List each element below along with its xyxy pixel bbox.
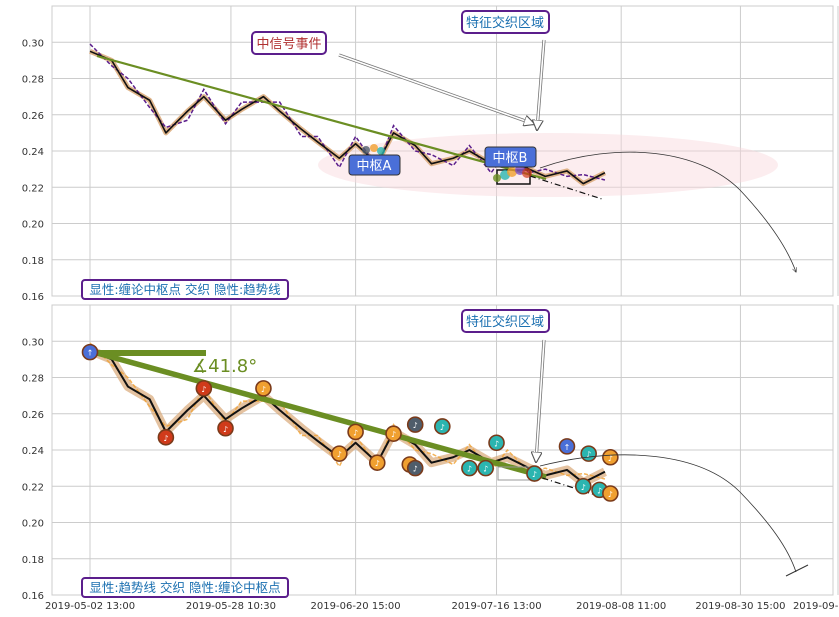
bottom-panel: 0.30 0.28 0.26 0.24 0.22 0.20 0.18 0.16 2019-05… — [22, 304, 839, 612]
bottom-mode-label: 显性:趋势线 交织 隐性:缠论中枢点 — [81, 577, 289, 598]
pivot-marker: ♪ — [574, 477, 592, 495]
pivot-markers: ↑♪♪♪♪♪♪♪♪♪♪♪♪♪♪♪♪↑♪♪♪♪♪ — [81, 343, 619, 502]
trend-line-bottom — [96, 350, 547, 480]
svg-text:♪: ♪ — [494, 439, 499, 448]
svg-text:♪: ♪ — [201, 385, 206, 394]
zigzag-line-bottom — [89, 349, 606, 484]
top-panel: 0.30 0.28 0.26 0.24 0.22 0.20 0.18 0.16 — [22, 5, 839, 303]
angle-label: ∡41.8° — [192, 356, 257, 377]
pivot-marker: ♪ — [488, 434, 505, 452]
pivot-marker: ♪ — [434, 418, 451, 435]
y-tick-label: 0.30 — [22, 38, 44, 49]
feature-zone-label-top: 特征交织区域 — [461, 10, 550, 34]
projection-curve-bottom — [539, 454, 797, 573]
svg-text:♪: ♪ — [483, 465, 488, 474]
signal-event-label: 中信号事件 — [251, 31, 327, 55]
projection-end-cap — [785, 564, 809, 577]
svg-text:♪: ♪ — [467, 465, 472, 474]
svg-text:♪: ♪ — [608, 490, 613, 499]
svg-text:♪: ♪ — [163, 434, 168, 443]
x-tick-label: 2019-05-28 10:30 — [186, 601, 276, 612]
svg-text:中枢A: 中枢A — [357, 159, 392, 174]
top-mode-label: 显性:缠论中枢点 交织 隐性:趋势线 — [81, 279, 289, 300]
pivot-marker: ♪ — [255, 380, 272, 397]
svg-text:♪: ♪ — [375, 459, 380, 468]
pivot-marker: ♪ — [331, 445, 348, 462]
y-tick-label: 0.26 — [22, 111, 44, 122]
svg-text:♪: ♪ — [223, 425, 228, 434]
svg-text:特征交织区域: 特征交织区域 — [466, 314, 544, 330]
x-tick-label: 2019-05-02 13:00 — [45, 601, 135, 612]
x-tick-label: 2019-07-16 13:00 — [451, 601, 541, 612]
x-tick-label: 2019-08-08 11:00 — [576, 601, 666, 612]
y-tick-label: 0.18 — [22, 256, 44, 267]
x-tick-label: 2019-08-30 15:00 — [695, 601, 785, 612]
svg-text:♪: ♪ — [353, 428, 358, 437]
y-tick-label: 0.24 — [22, 147, 44, 158]
y-tick-label: 0.30 — [22, 337, 44, 348]
svg-text:↑: ↑ — [87, 349, 94, 358]
y-tick-label: 0.28 — [22, 75, 44, 86]
pivot-marker: ♪ — [406, 459, 424, 477]
pivot-marker: ♪ — [157, 429, 175, 446]
zone-arrow — [537, 39, 545, 130]
y-tick-label: 0.26 — [22, 410, 44, 421]
svg-text:特征交织区域: 特征交织区域 — [466, 15, 544, 31]
projection-curve — [539, 151, 796, 272]
pivot-marker: ♪ — [461, 459, 478, 477]
pivot-marker: ♪ — [347, 423, 364, 441]
svg-text:中枢B: 中枢B — [493, 151, 528, 166]
y-tick-label: 0.22 — [22, 183, 44, 194]
svg-text:♪: ♪ — [581, 483, 586, 492]
svg-text:中信号事件: 中信号事件 — [256, 37, 321, 52]
svg-text:显性:趋势线 交织 隐性:缠论中枢点: 显性:趋势线 交织 隐性:缠论中枢点 — [89, 580, 280, 595]
pivot-a-cluster — [362, 144, 385, 155]
pivot-marker: ♪ — [526, 465, 543, 482]
signal-arrow — [338, 54, 534, 124]
y-tick-label: 0.16 — [22, 292, 44, 303]
pivot-marker: ↑ — [558, 438, 576, 455]
x-tick-label: 2019-06-20 15:00 — [311, 601, 401, 612]
x-ticks: 2019-05-02 13:00 2019-05-28 10:30 2019-06-… — [45, 601, 839, 612]
svg-text:♪: ♪ — [608, 454, 613, 463]
top-y-ticks: 0.30 0.28 0.26 0.24 0.22 0.20 0.18 0.16 — [22, 38, 44, 303]
y-tick-label: 0.24 — [22, 446, 44, 457]
svg-text:↑: ↑ — [564, 443, 571, 452]
y-tick-label: 0.18 — [22, 555, 44, 566]
y-tick-label: 0.16 — [22, 591, 44, 602]
pivot-marker: ♪ — [477, 459, 494, 477]
svg-text:♪: ♪ — [261, 385, 266, 394]
y-tick-label: 0.20 — [22, 519, 44, 530]
feature-zone-label-bottom: 特征交织区域 — [461, 309, 550, 333]
x-tick-label: 2019-09-17 15:00 — [793, 601, 839, 612]
svg-text:♪: ♪ — [532, 470, 537, 479]
y-tick-label: 0.20 — [22, 220, 44, 231]
svg-text:♪: ♪ — [597, 486, 602, 495]
pivot-marker: ♪ — [580, 445, 597, 462]
pivot-marker: ♪ — [217, 419, 234, 437]
y-tick-label: 0.22 — [22, 482, 44, 493]
y-tick-label: 0.28 — [22, 374, 44, 385]
pivot-marker: ♪ — [602, 448, 619, 466]
svg-text:♪: ♪ — [413, 421, 418, 430]
svg-text:♪: ♪ — [413, 465, 418, 474]
svg-text:♪: ♪ — [586, 450, 591, 459]
svg-text:♪: ♪ — [440, 423, 445, 432]
svg-text:♪: ♪ — [337, 450, 342, 459]
pivot-b-label: 中枢B — [484, 146, 537, 168]
svg-text:♪: ♪ — [391, 430, 396, 439]
bottom-y-ticks: 0.30 0.28 0.26 0.24 0.22 0.20 0.18 0.16 — [22, 337, 44, 602]
pivot-marker: ↑ — [81, 343, 99, 361]
pivot-marker: ♪ — [368, 454, 386, 471]
trend-line — [96, 54, 547, 181]
pivot-marker: ♪ — [385, 425, 402, 442]
pivot-marker: ♪ — [406, 416, 424, 433]
pivot-a-label: 中枢A — [348, 154, 401, 176]
zone-arrow-bottom — [536, 339, 545, 462]
pivot-marker: ♪ — [195, 380, 213, 397]
svg-text:显性:缠论中枢点 交织 隐性:趋势线: 显性:缠论中枢点 交织 隐性:趋势线 — [89, 282, 281, 297]
pivot-marker: ♪ — [602, 485, 619, 502]
